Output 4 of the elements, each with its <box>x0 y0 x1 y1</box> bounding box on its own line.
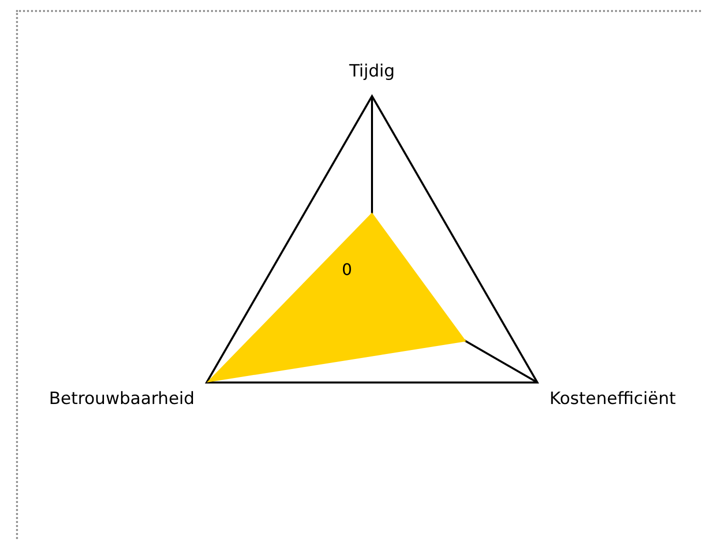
spoke-label: Kostenefficiënt <box>549 389 676 410</box>
spoke-label: Tijdig <box>348 61 395 82</box>
spoke-label: Betrouwbaarheid <box>49 389 195 410</box>
text: 0 <box>342 260 352 280</box>
